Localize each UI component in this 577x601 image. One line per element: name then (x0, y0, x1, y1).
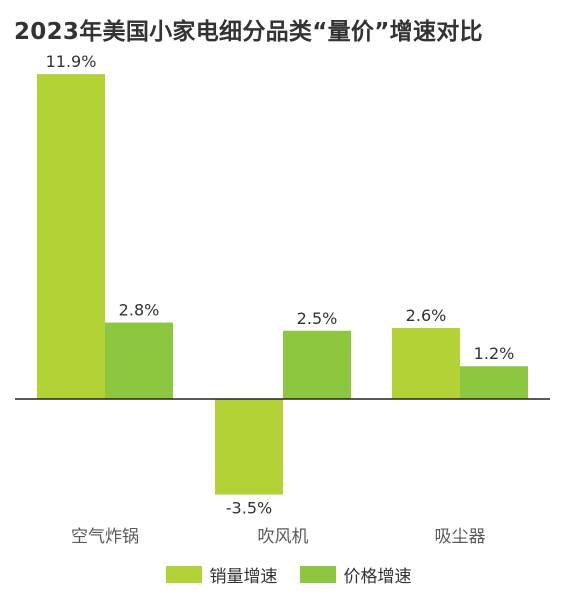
category-label-0: 空气炸锅 (71, 527, 139, 547)
legend-item-price-growth: 价格增速 (299, 562, 412, 587)
legend-label-price-growth: 价格增速 (343, 567, 412, 587)
legend-swatch-price-growth (299, 566, 336, 583)
bar-sales-growth-0 (37, 74, 105, 399)
legend-item-sales-growth: 销量增速 (165, 562, 278, 587)
legend-label-sales-growth: 销量增速 (209, 567, 278, 587)
data-label-sales-growth-2: 2.6% (406, 306, 447, 325)
data-label-price-growth-1: 2.5% (297, 309, 338, 328)
category-label-2: 吸尘器 (435, 527, 486, 547)
category-label-1: 吹风机 (258, 527, 309, 547)
legend-swatch-sales-growth (165, 566, 202, 583)
data-label-price-growth-2: 1.2% (474, 344, 515, 363)
data-label-price-growth-0: 2.8% (119, 301, 160, 320)
bar-price-growth-0 (105, 322, 173, 399)
legend: 销量增速 价格增速 (0, 562, 577, 587)
bar-price-growth-1 (283, 330, 351, 399)
data-label-sales-growth-0: 11.9% (46, 52, 97, 71)
bar-sales-growth-1 (215, 399, 283, 495)
bar-price-growth-2 (460, 366, 528, 399)
chart-title: 2023年美国小家电细分品类“量价”增速对比 (14, 19, 483, 45)
bar-sales-growth-2 (392, 328, 460, 399)
data-label-sales-growth-1: -3.5% (226, 499, 272, 518)
bar-chart: 11.9% 2.8% 空气炸锅 -3.5% 2.5% 吹风机 2.6% 1.2% 吸尘器 (15, 52, 550, 547)
